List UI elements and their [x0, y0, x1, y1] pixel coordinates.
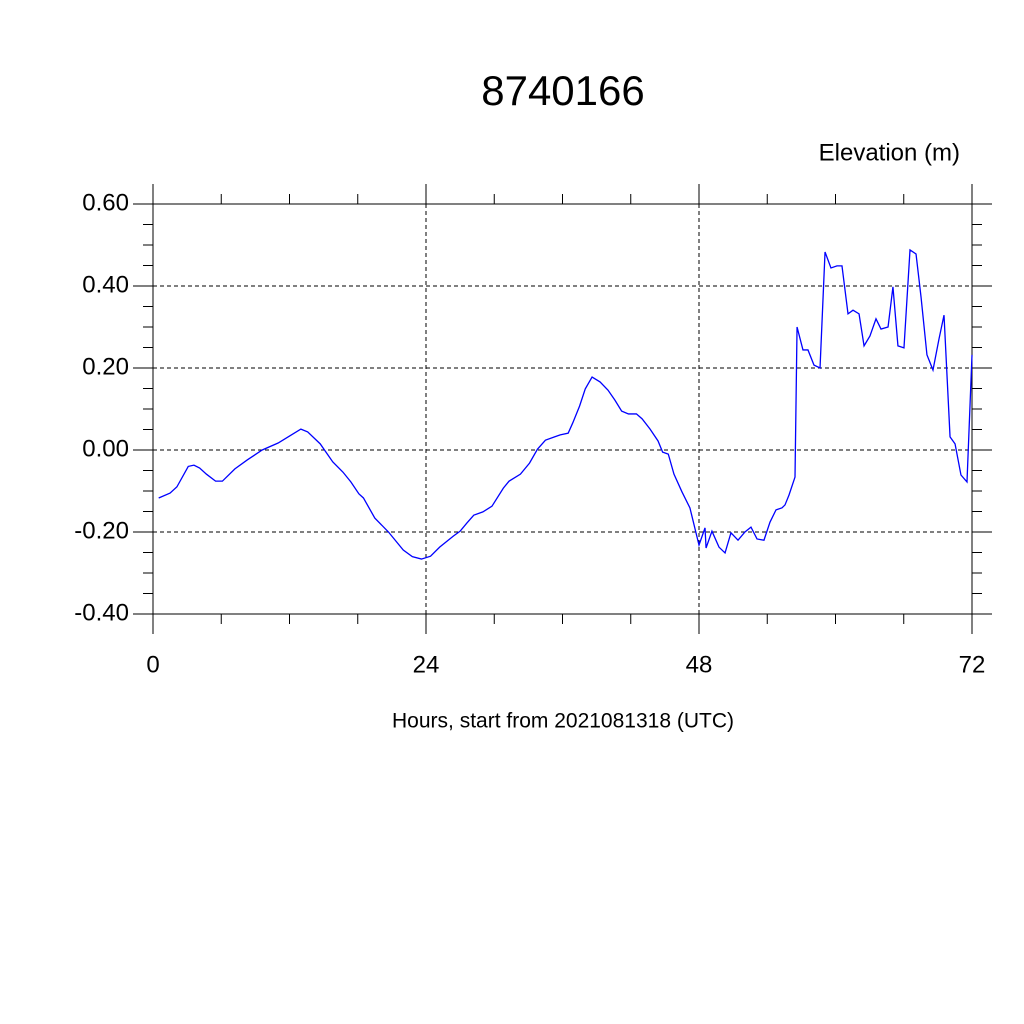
y-tick-label: -0.40 — [74, 599, 129, 626]
y-tick-label: 0.00 — [82, 435, 129, 462]
chart-title: 8740166 — [481, 67, 645, 114]
y-tick-label: 0.60 — [82, 189, 129, 216]
y-tick-label: -0.20 — [74, 517, 129, 544]
x-tick-label: 24 — [413, 651, 440, 678]
plot-frame — [152, 203, 973, 615]
y-axis-label: Elevation (m) — [819, 139, 960, 166]
x-tick-label: 48 — [686, 651, 713, 678]
data-line — [158, 248, 973, 560]
y-tick-label: 0.20 — [82, 353, 129, 380]
x-tick-label: 72 — [959, 651, 986, 678]
x-tick-label: 0 — [146, 651, 159, 678]
y-tick-label: 0.40 — [82, 271, 129, 298]
x-axis-label: Hours, start from 2021081318 (UTC) — [392, 710, 734, 733]
